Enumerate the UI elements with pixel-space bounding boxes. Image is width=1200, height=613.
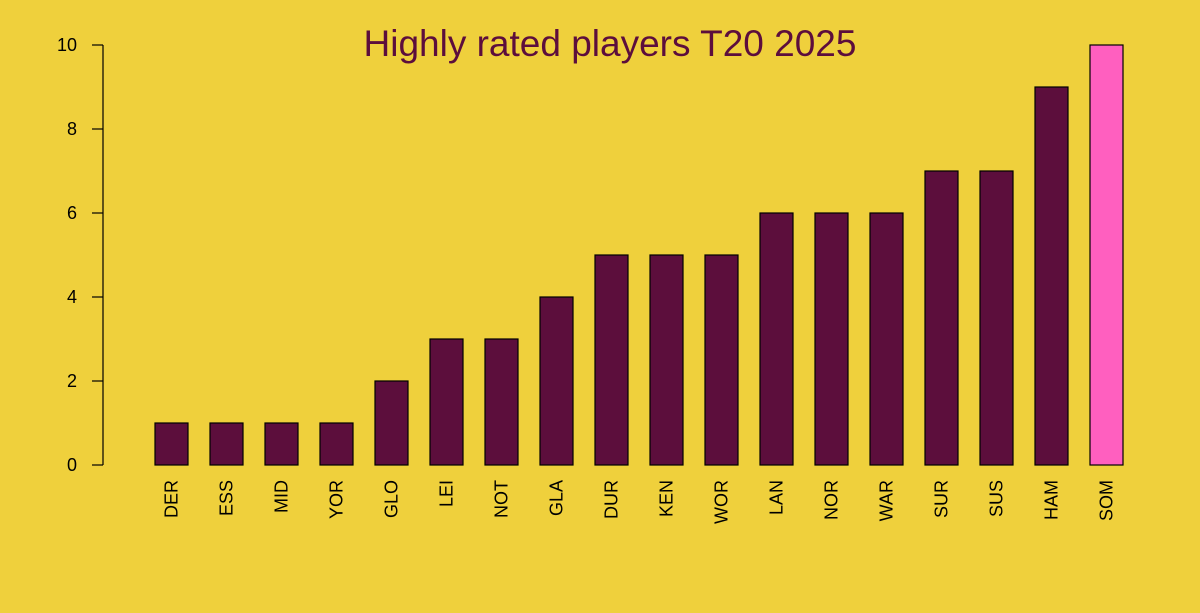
y-tick-label: 10 xyxy=(57,35,77,55)
y-tick-label: 2 xyxy=(67,371,77,391)
x-axis-labels: DER ESS MID YOR GLO LEI NOT GLA DUR KEN WOR LAN NOR W… xyxy=(162,480,1117,524)
x-tick-label-lan: LAN xyxy=(767,480,787,515)
bar-dur xyxy=(594,254,629,466)
x-tick-label-nor: NOR xyxy=(822,480,842,520)
bar-der xyxy=(154,422,189,466)
bar-mid xyxy=(264,422,299,466)
bar-gla xyxy=(539,296,574,466)
bar-sur xyxy=(924,170,959,466)
x-tick-label-war: WAR xyxy=(877,480,897,521)
y-tick-label: 4 xyxy=(67,287,77,307)
x-tick-label-wor: WOR xyxy=(712,480,732,524)
bar-lan xyxy=(759,212,794,466)
x-tick-label-ham: HAM xyxy=(1042,480,1062,520)
bar-wor xyxy=(704,254,739,466)
bar-sus xyxy=(979,170,1014,466)
y-tick-label: 6 xyxy=(67,203,77,223)
bar-lei xyxy=(429,338,464,466)
x-tick-label-mid: MID xyxy=(272,480,292,513)
bar-not xyxy=(484,338,519,466)
x-tick-label-yor: YOR xyxy=(327,480,347,519)
x-tick-label-dur: DUR xyxy=(602,480,622,519)
x-tick-label-sur: SUR xyxy=(932,480,952,518)
y-tick-label: 8 xyxy=(67,119,77,139)
chart-title: Highly rated players T20 2025 xyxy=(364,23,857,64)
y-tick-label: 0 xyxy=(67,455,77,475)
x-tick-label-ess: ESS xyxy=(217,480,237,516)
y-axis-ticks: 0 2 4 6 8 10 xyxy=(57,35,103,475)
bar-ess xyxy=(209,422,244,466)
bar-nor xyxy=(814,212,849,466)
bar-glo xyxy=(374,380,409,466)
x-tick-label-der: DER xyxy=(162,480,182,518)
x-tick-label-lei: LEI xyxy=(437,480,457,507)
bars-group xyxy=(154,44,1124,466)
bar-war xyxy=(869,212,904,466)
x-tick-label-gla: GLA xyxy=(547,480,567,516)
x-tick-label-som: SOM xyxy=(1097,480,1117,521)
x-tick-label-sus: SUS xyxy=(987,480,1007,517)
bar-ken xyxy=(649,254,684,466)
bar-yor xyxy=(319,422,354,466)
bar-ham xyxy=(1034,86,1069,466)
x-tick-label-ken: KEN xyxy=(657,480,677,517)
bar-som xyxy=(1089,44,1124,466)
x-tick-label-not: NOT xyxy=(492,480,512,518)
x-tick-label-glo: GLO xyxy=(382,480,402,518)
